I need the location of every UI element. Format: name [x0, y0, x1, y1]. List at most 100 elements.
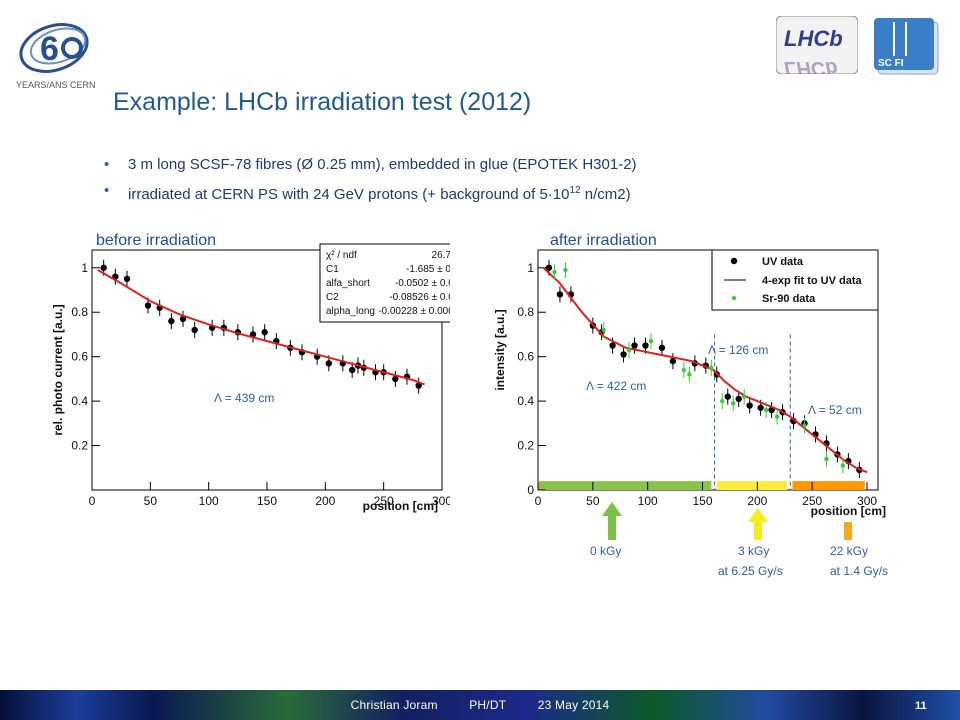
R-point-2-1 [563, 267, 568, 273]
R-point-2-14 [824, 456, 829, 462]
scfi-logo: SC FI [874, 18, 939, 75]
L-fit-line [97, 269, 425, 386]
footer-author: Christian Joram [350, 698, 438, 712]
R-point-0-15 [735, 395, 742, 403]
L-point-0-0 [100, 264, 107, 271]
R-xtick-label-0: 0 [535, 494, 542, 508]
legend-sr90-marker [731, 295, 737, 301]
L-point-0-3 [144, 302, 152, 309]
dose-marker-22kgy [844, 522, 852, 540]
R-point-2-15 [840, 463, 846, 468]
R-ytick-label-3: 0.6 [517, 350, 534, 364]
R-point-0-16 [746, 402, 753, 409]
R-point-2-10 [741, 394, 747, 399]
fit-stats-key-1: C1 [326, 264, 339, 275]
L-ytick-label-4: 1 [81, 261, 88, 275]
chart-after-xlabel: position [cm] [811, 504, 886, 518]
scfi-logo-text: SC FI [878, 58, 904, 69]
legend-uv-label: UV data [762, 256, 804, 268]
bullet-irradiation-pre: irradiated at CERN PS with 24 GeV proton… [128, 186, 570, 203]
R-point-0-6 [620, 351, 627, 358]
R-point-2-13 [802, 423, 807, 428]
fit-stats-key-2: alfa_short [326, 278, 370, 289]
lhcb-logo: LHCb LHCb [776, 16, 858, 74]
chart-after-lambda-126: Λ = 126 cm [708, 343, 768, 357]
R-point-0-9 [658, 344, 666, 351]
plot-after-title: after irradiation [550, 232, 657, 249]
chart-after-ylabel: intensity [a.u.] [493, 309, 507, 390]
L-point-0-5 [168, 317, 175, 325]
chart-before-xlabel: position [cm] [363, 499, 438, 513]
plot-before-title: before irradiation [96, 232, 217, 249]
legend-sr90-label: Sr-90 data [762, 293, 816, 305]
R-point-2-5 [681, 367, 687, 373]
L-xtick-label-2: 100 [199, 494, 219, 508]
bullet-irradiation: irradiated at CERN PS with 24 GeV proton… [104, 178, 637, 208]
L-ytick-label-0: 0.2 [71, 439, 88, 453]
R-ytick-label-0: 0 [527, 483, 534, 497]
R-point-0-7 [631, 342, 638, 349]
chart-after-lambda-52: Λ = 52 cm [808, 403, 862, 417]
L-xtick-label-3: 150 [257, 494, 277, 508]
R-dose-band-1 [716, 481, 787, 490]
slide-title: Example: LHCb irradiation test (2012) [113, 88, 532, 116]
svg-text:6: 6 [40, 30, 59, 68]
cern-logo-text: YEARS/ANS CERN [16, 80, 96, 90]
R-point-0-14 [724, 393, 731, 400]
bullet-fibres-text: 3 m long SCSF-78 fibres (Ø 0.25 mm), emb… [128, 156, 637, 173]
chart-after-legend: UV data 4-exp fit to UV data Sr-90 data [711, 249, 879, 311]
fit-stats-value-0: 26.77 / 22 [432, 250, 450, 261]
chart-before-ylabel: rel. photo current [a.u.] [51, 304, 65, 435]
dose-label-22kgy: 22 kGy [830, 544, 869, 558]
L-xtick-label-4: 200 [315, 494, 335, 508]
chart-before-irradiation: 0 50 100 150 200 250 300 0.2 0.4 0.6 0.8 1 χ² / ndf… [51, 243, 450, 513]
R-ytick-label-5: 1 [527, 261, 534, 275]
L-point-0-2 [123, 275, 131, 283]
R-point-2-7 [709, 365, 714, 370]
bullet-irradiation-post: n/cm2) [580, 186, 631, 203]
footer-text: Christian Joram PH/DT 23 May 2014 [0, 698, 960, 712]
chart-after-lambda-422: Λ = 422 cm [586, 379, 646, 393]
L-point-0-26 [415, 382, 422, 389]
cern-60-years-logo: 6 YEARS/ANS CERN [16, 23, 96, 90]
L-xtick-label-5: 250 [374, 494, 394, 508]
R-ytick-label-2: 0.4 [517, 394, 534, 408]
L-ytick-label-3: 0.8 [71, 305, 88, 319]
dose-rate-3kgy: at 6.25 Gy/s [718, 564, 783, 578]
R-xtick-label-2: 100 [638, 494, 658, 508]
chart-before-lambda-annotation: Λ = 439 cm [214, 391, 274, 405]
R-ytick-label-1: 0.2 [517, 439, 534, 453]
R-point-2-12 [774, 414, 780, 419]
dose-label-3kgy: 3 kGy [738, 544, 770, 558]
fit-stats-box: χ² / ndf 26.77 / 22 C1 -1.685 ± 0.3151 alfa_… [319, 243, 450, 323]
R-point-0-0 [545, 264, 553, 271]
R-point-2-8 [720, 398, 725, 404]
R-point-0-8 [642, 342, 649, 349]
R-point-2-0 [552, 270, 557, 275]
svg-text:YEARS/ANS CERN: YEARS/ANS CERN [16, 80, 96, 90]
legend-uv-marker [730, 257, 738, 265]
R-point-0-5 [609, 342, 616, 349]
R-xtick-label-5: 250 [802, 494, 822, 508]
L-xtick-label-0: 0 [89, 494, 96, 508]
R-point-2-6 [687, 372, 692, 377]
footer-bar [0, 690, 960, 720]
R-point-2-9 [731, 401, 736, 406]
R-point-2-11 [763, 407, 769, 413]
R-xtick-label-3: 150 [693, 494, 713, 508]
L-point-0-7 [191, 326, 198, 334]
dose-rate-22kgy: at 1.4 Gy/s [830, 564, 889, 578]
dose-arrows [602, 502, 852, 540]
R-point-2-4 [648, 338, 654, 344]
footer-date: 23 May 2014 [537, 698, 610, 712]
dose-arrow-0kgy [602, 502, 622, 540]
fit-stats-value-3: -0.08526 ± 0.02395 [389, 292, 450, 303]
R-point-0-10 [669, 357, 677, 365]
fit-stats-key-3: C2 [326, 292, 339, 303]
R-dose-band-0 [538, 481, 712, 490]
R-xtick-label-1: 50 [586, 494, 600, 508]
bullet-irradiation-exponent: 12 [569, 185, 581, 196]
fit-stats-value-4: -0.00228 ± 0.0001364 [378, 306, 450, 317]
L-point-0-6 [179, 315, 187, 323]
R-point-2-2 [601, 327, 607, 333]
